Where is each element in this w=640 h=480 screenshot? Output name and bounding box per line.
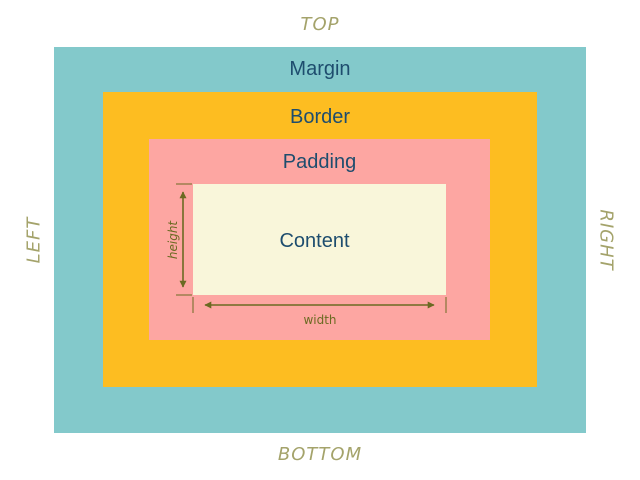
left-side-label: LEFT bbox=[23, 216, 45, 264]
content-label: Content bbox=[279, 230, 350, 252]
top-side-label: TOP bbox=[300, 14, 340, 35]
content-box bbox=[193, 184, 446, 295]
bottom-side-label: BOTTOM bbox=[277, 444, 363, 465]
right-side-label: RIGHT bbox=[595, 209, 617, 271]
margin-label: Margin bbox=[289, 58, 351, 80]
padding-label: Padding bbox=[282, 151, 357, 173]
height-label: height bbox=[166, 220, 180, 260]
width-label: width bbox=[303, 313, 337, 327]
border-label: Border bbox=[289, 106, 351, 128]
